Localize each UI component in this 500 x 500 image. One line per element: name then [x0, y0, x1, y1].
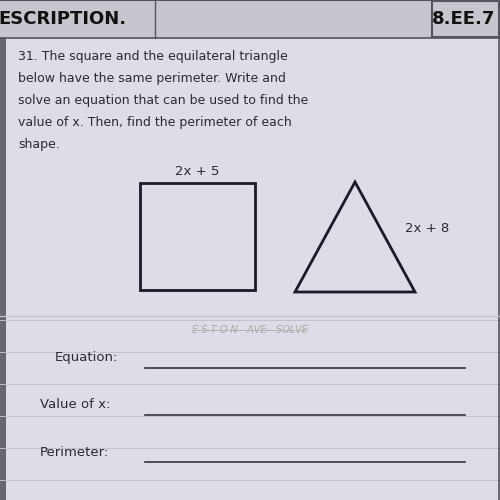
- Text: Equation:: Equation:: [55, 352, 118, 364]
- Text: 2x + 5: 2x + 5: [175, 165, 220, 178]
- Bar: [0, 0, 500, 38]
- Text: 8.EE.7: 8.EE.7: [432, 10, 495, 28]
- Text: below have the same perimeter. Write and: below have the same perimeter. Write and: [18, 72, 286, 85]
- Text: ESCRIPTION.: ESCRIPTION.: [0, 10, 126, 28]
- Bar: [0, 38, 6, 500]
- Text: 31. The square and the equilateral triangle: 31. The square and the equilateral trian…: [18, 50, 288, 63]
- Text: 2x + 8: 2x + 8: [405, 222, 449, 235]
- Text: E̶ ̶S̶ ̶T̶ ̶O̶ ̶N̶ ̶ ̶ ̶A̶V̶E̶ ̶ ̶ ̶S̶O̶L̶V̶E̶: E̶ ̶S̶ ̶T̶ ̶O̶ ̶N̶ ̶ ̶ ̶A̶V̶E̶ ̶ ̶ ̶S̶O̶…: [192, 325, 308, 335]
- Text: solve an equation that can be used to find the: solve an equation that can be used to fi…: [18, 94, 308, 107]
- Text: value of x. Then, find the perimeter of each: value of x. Then, find the perimeter of …: [18, 116, 292, 129]
- Text: Perimeter:: Perimeter:: [40, 446, 109, 458]
- Bar: [432, 1, 499, 37]
- Text: Value of x:: Value of x:: [40, 398, 110, 411]
- Bar: [140, 183, 255, 290]
- Text: shape.: shape.: [18, 138, 60, 151]
